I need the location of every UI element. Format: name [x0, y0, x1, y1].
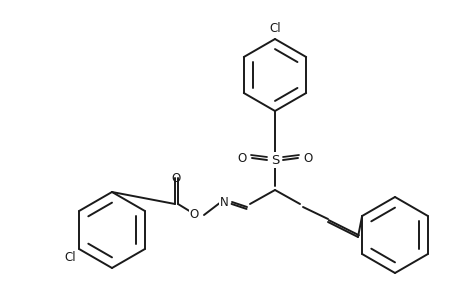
Text: O: O — [172, 172, 181, 185]
Text: O: O — [303, 151, 312, 164]
Text: O: O — [238, 151, 247, 164]
Text: O: O — [190, 209, 199, 221]
Text: Cl: Cl — [65, 251, 76, 264]
Text: Cl: Cl — [269, 22, 281, 35]
Text: N: N — [220, 195, 229, 209]
Text: S: S — [271, 153, 279, 167]
